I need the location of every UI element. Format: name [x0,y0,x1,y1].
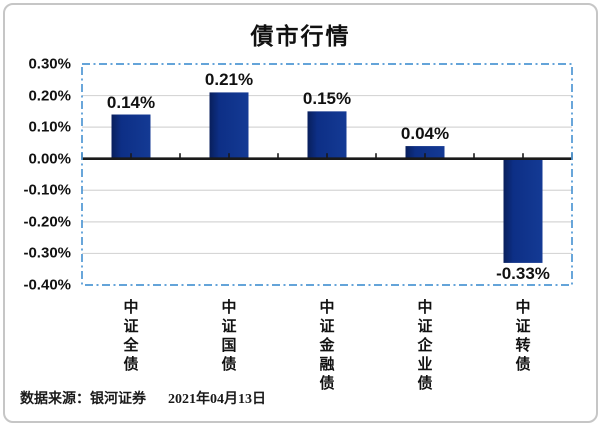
x-category-char: 债 [123,357,139,373]
data-date-text: 2021年04月13日 [168,392,266,407]
bar-4 [405,146,445,159]
x-category-char: 中 [319,300,335,316]
y-tick-label: -0.20% [23,213,71,231]
x-category-char: 转 [515,338,531,354]
x-category-char: 国 [221,338,237,354]
bar-value-label-3: 0.15% [302,89,352,109]
x-category-char: 证 [417,319,433,335]
data-source-text: 数据来源：银河证券 [20,392,146,407]
x-category-char: 证 [221,319,237,335]
x-category-label-2: 中证国债 [221,299,236,375]
bar-value-label-4: 0.04% [400,124,450,144]
plot-border [81,63,573,286]
plot-area [81,63,573,286]
chart-card: 債市行情 0.30% 0.20% 0.10% 0.00% -0.10% -0.20% -0.… [3,3,598,423]
x-category-char: 中 [417,300,433,316]
x-category-char: 全 [123,338,139,354]
x-category-label-1: 中证全债 [123,299,138,375]
y-tick-label: 0.10% [28,118,71,136]
x-category-char: 中 [123,300,139,316]
y-tick-label: -0.30% [23,244,71,262]
bar-5 [503,158,543,263]
bar-1 [111,114,151,159]
x-category-char: 中 [515,300,531,316]
chart-title: 債市行情 [250,24,351,49]
y-tick-label: 0.00% [28,150,71,168]
x-category-char: 证 [319,319,335,335]
x-category-char: 证 [123,319,139,335]
x-category-label-4: 中证企业债 [417,299,432,394]
bar-3 [307,111,347,159]
y-tick-label: -0.40% [23,276,71,294]
x-category-label-5: 中证转债 [515,299,530,375]
y-tick-label: 0.30% [28,55,71,73]
y-tick-label: 0.20% [28,87,71,105]
footer: 数据来源：银河证券 2021年04月13日 [20,388,266,408]
x-category-char: 证 [515,319,531,335]
x-category-label-3: 中证金融债 [319,299,334,394]
x-category-char: 业 [417,357,433,373]
bar-value-label-5: -0.33% [496,263,550,283]
x-category-char: 债 [221,357,237,373]
x-category-char: 中 [221,300,237,316]
y-tick-label: -0.10% [23,181,71,199]
x-category-char: 金 [319,338,335,354]
x-category-char: 企 [417,338,433,354]
x-category-char: 融 [319,357,335,373]
bar-value-label-1: 0.14% [106,92,156,112]
x-category-char: 债 [319,376,335,392]
x-category-char: 债 [417,376,433,392]
bar-value-label-2: 0.21% [204,70,254,90]
bar-2 [209,92,249,159]
x-category-char: 债 [515,357,531,373]
